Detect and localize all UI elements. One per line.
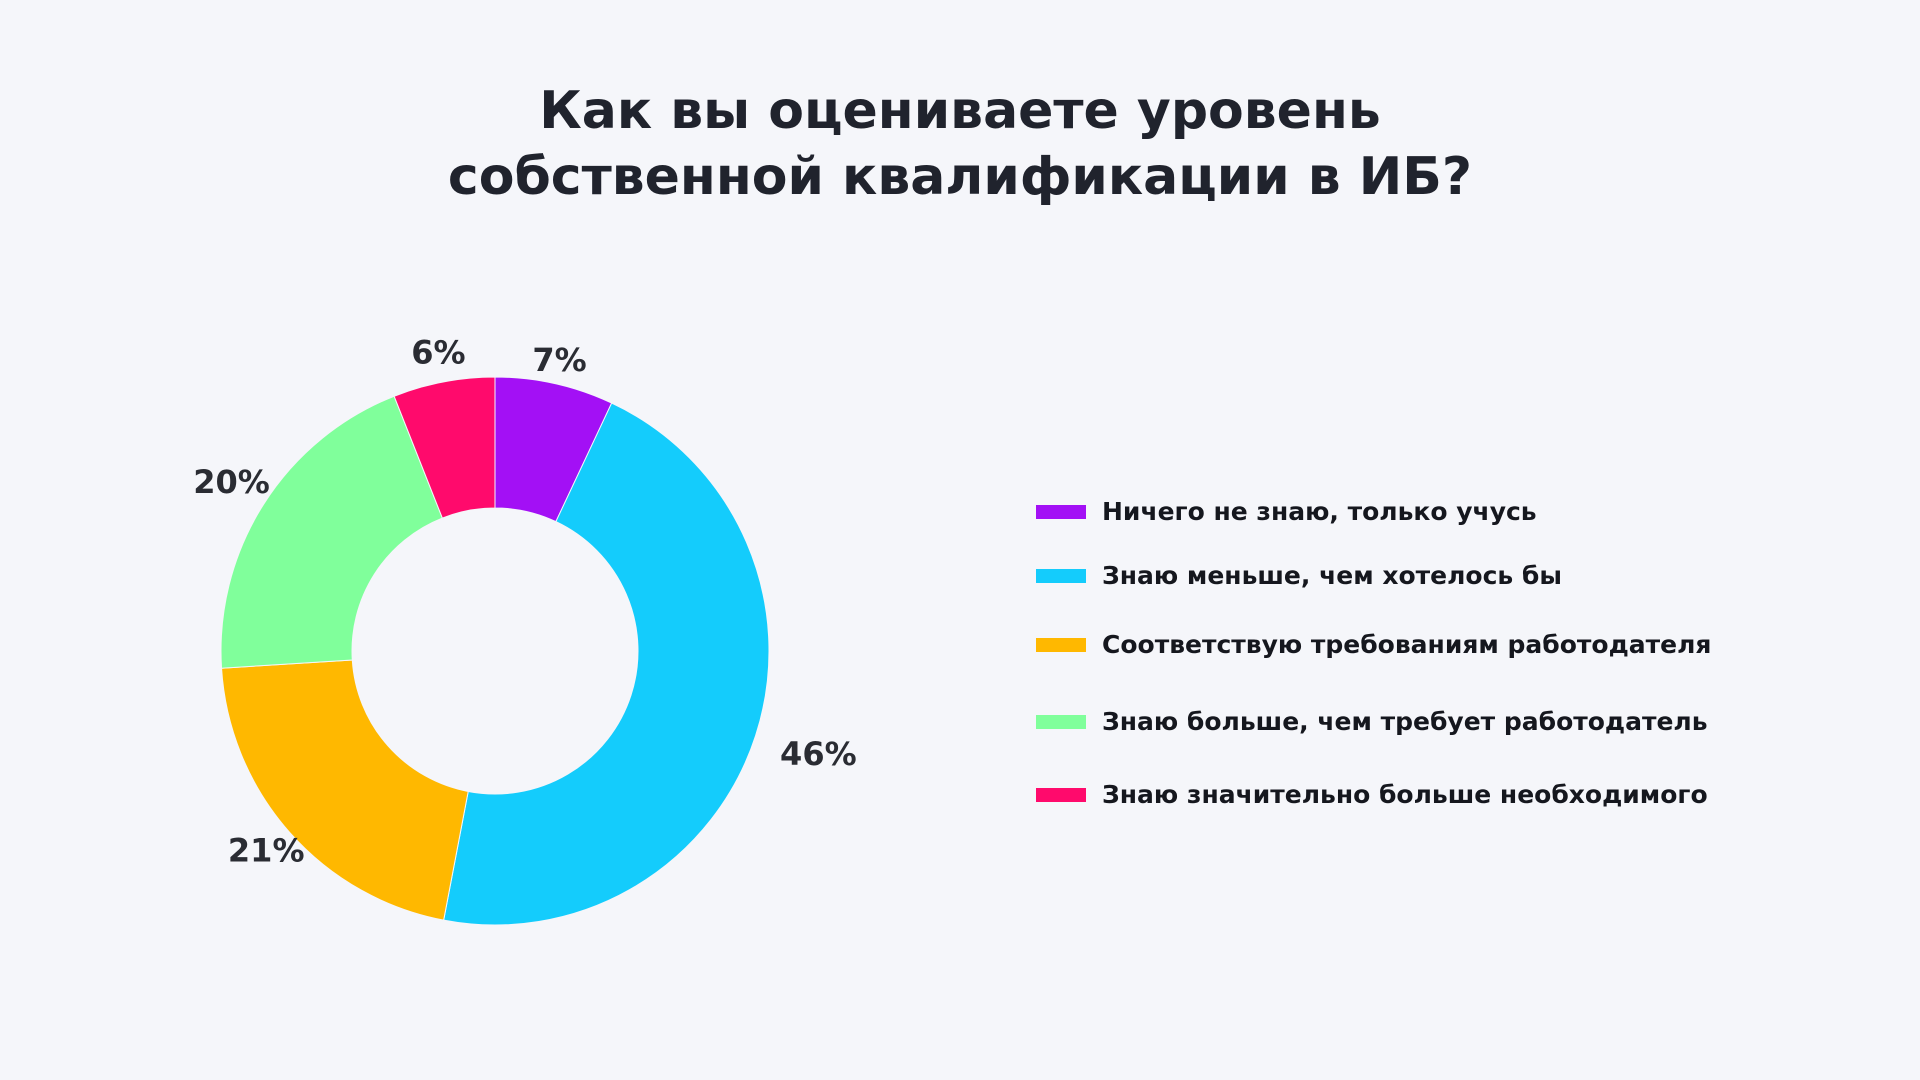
legend-swatch-5 [1036,787,1086,802]
legend-swatch-2 [1036,568,1086,583]
donut-slice-2 [443,402,770,926]
legend-swatch-4 [1036,714,1086,729]
legend-item-2: Знаю меньше, чем хотелось бы [1036,561,1562,590]
chart-title: Как вы оцениваете уровень собственной кв… [0,78,1920,210]
legend-item-3: Соответствую требованиям работодателя [1036,630,1711,659]
donut-slice-3 [221,659,469,921]
chart-title-line-2: собственной квалификации в ИБ? [447,147,1473,207]
value-label-5: 6% [411,333,465,371]
value-label-4: 20% [193,463,270,501]
chart-title-line-1: Как вы оцениваете уровень [539,81,1381,141]
donut-slices [220,376,770,926]
legend-label-2: Знаю меньше, чем хотелось бы [1102,561,1562,590]
value-label-1: 7% [532,341,586,379]
legend-item-5: Знаю значительно больше необходимого [1036,780,1708,809]
value-label-3: 21% [228,832,305,870]
legend-label-1: Ничего не знаю, только учусь [1102,497,1537,526]
donut-slice-4 [220,395,444,669]
legend-item-1: Ничего не знаю, только учусь [1036,497,1537,526]
legend-item-4: Знаю больше, чем требует работодатель [1036,707,1708,736]
donut-slice-5 [393,376,496,519]
legend-label-3: Соответствую требованиям работодателя [1102,630,1712,659]
legend-swatch-1 [1036,504,1086,519]
legend-label-5: Знаю значительно больше необходимого [1102,780,1708,809]
value-label-2: 46% [780,735,857,773]
donut-value-labels: 7% 46% 21% 20% 6% [193,333,856,869]
legend-label-4: Знаю больше, чем требует работодатель [1102,707,1708,736]
legend-swatch-3 [1036,637,1086,652]
